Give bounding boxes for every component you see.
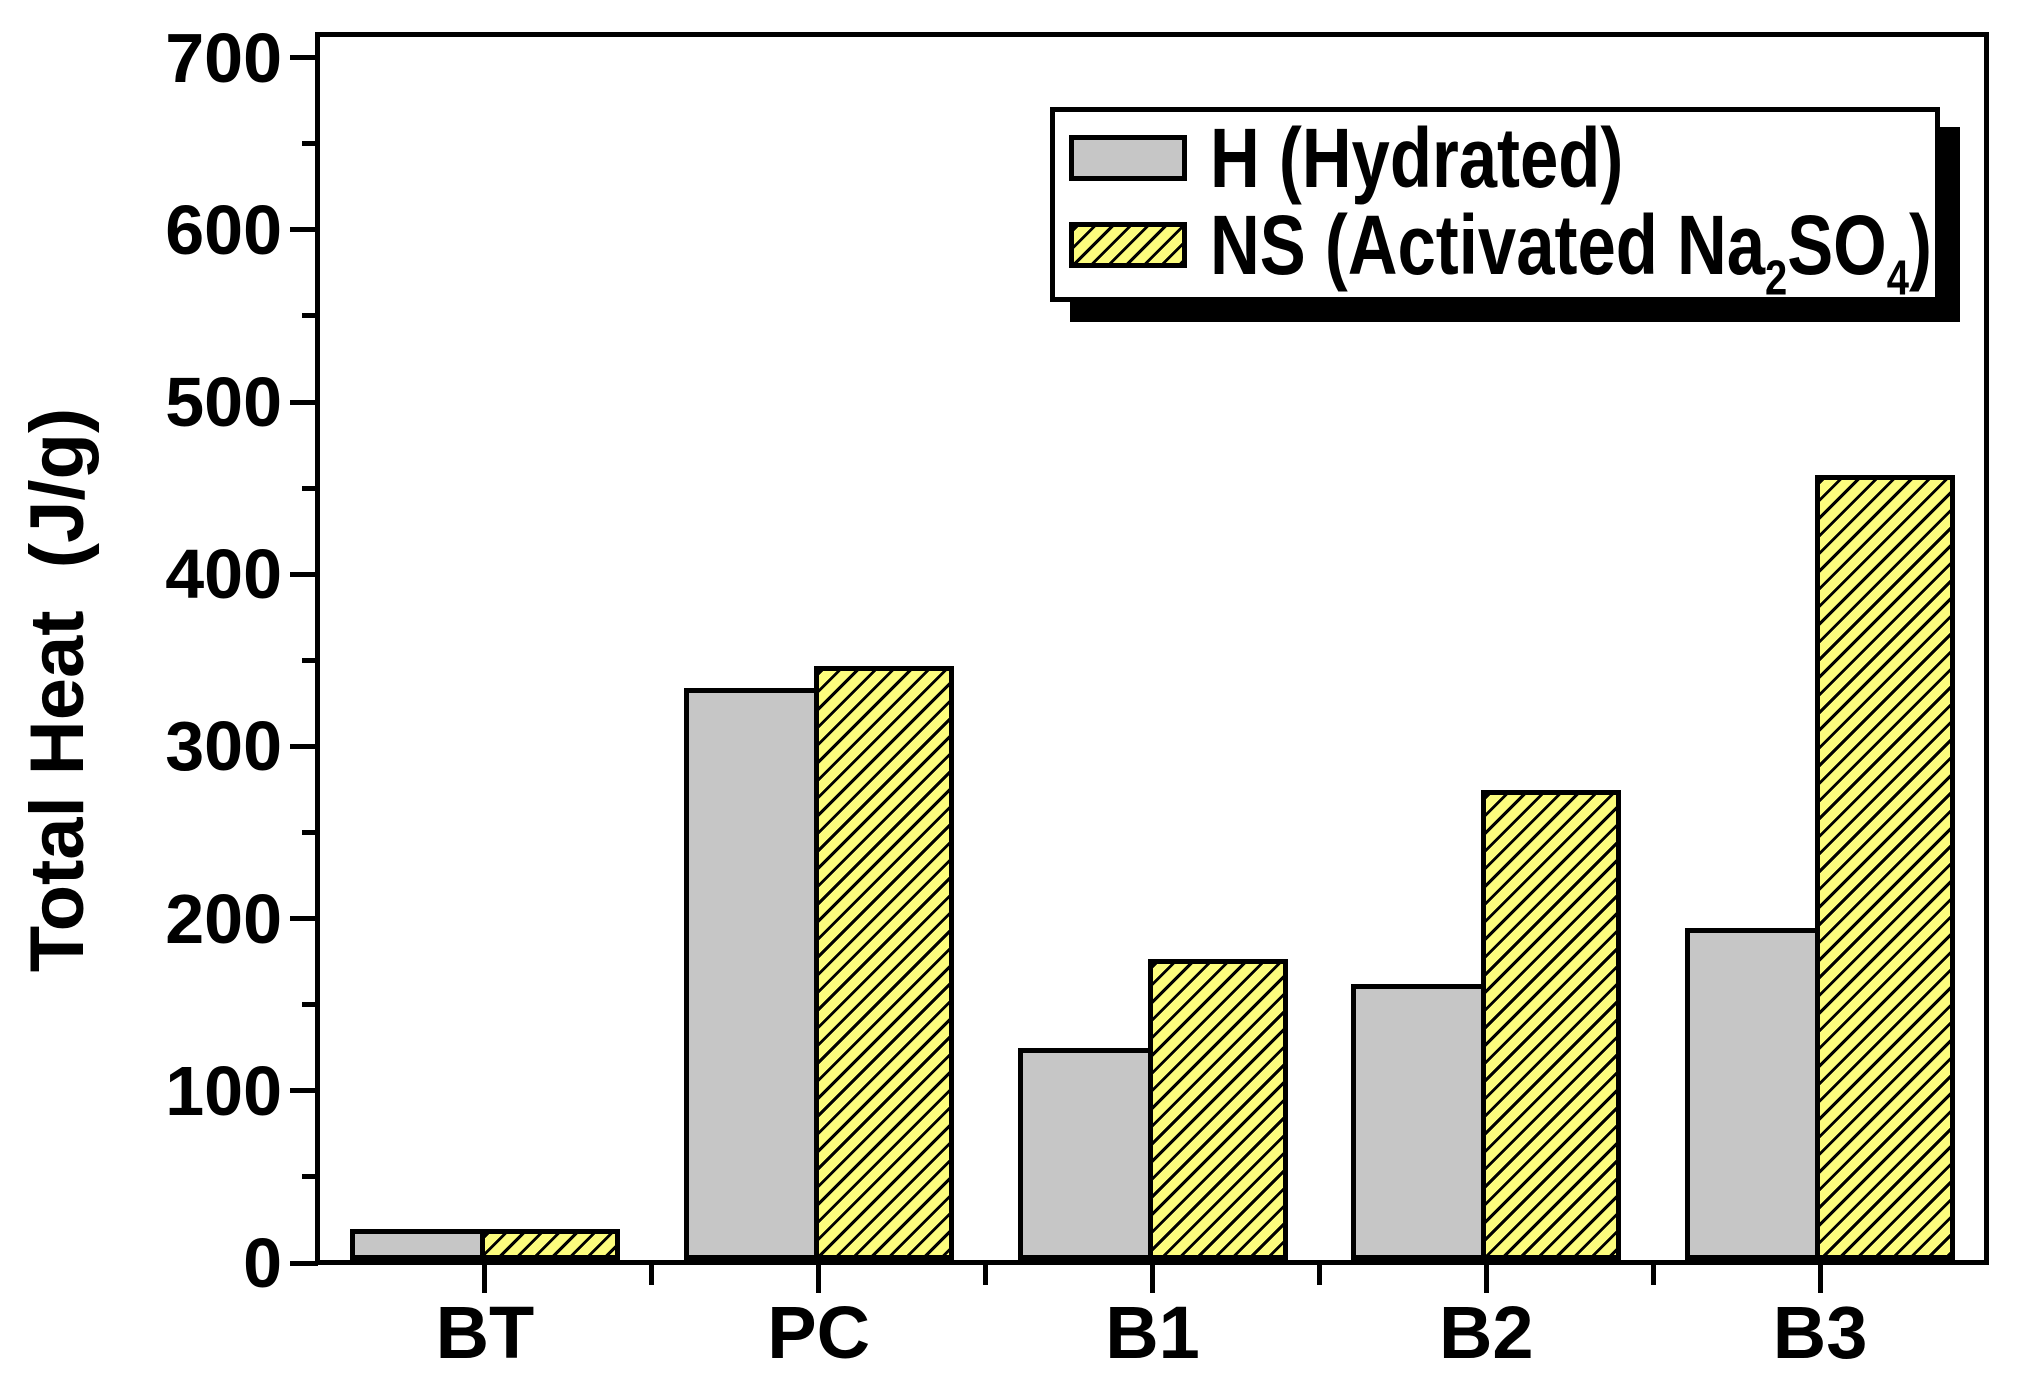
bar-B2-NS [1481, 790, 1622, 1260]
legend-label-h: H (Hydrated) [1210, 111, 1624, 205]
x-tick-label-B2: B2 [1438, 1291, 1534, 1374]
x-tick-label-B3: B3 [1772, 1291, 1868, 1374]
bar-B1-NS [1147, 959, 1288, 1260]
bar-B3-H [1685, 928, 1821, 1260]
x-minor-tick [1316, 1265, 1322, 1285]
legend: H (Hydrated) NS (Activated Na2SO4) [1050, 107, 1940, 303]
x-tick-label-BT: BT [435, 1291, 535, 1374]
bar-B1-H [1017, 1048, 1153, 1260]
y-major-tick [290, 571, 318, 577]
y-major-tick [290, 55, 318, 61]
y-tick-label: 100 [165, 1051, 282, 1130]
y-minor-tick [302, 1002, 318, 1008]
legend-label-ns: NS (Activated Na2SO4) [1210, 203, 1932, 303]
x-tick-label-PC: PC [767, 1291, 871, 1374]
y-major-tick [290, 1088, 318, 1094]
x-tick-label-B1: B1 [1105, 1291, 1200, 1374]
y-major-tick [290, 1260, 318, 1266]
legend-swatch-ns [1069, 222, 1187, 268]
bar-B3-NS [1815, 475, 1956, 1260]
x-major-tick [1150, 1265, 1155, 1293]
bar-BT-NS [479, 1229, 620, 1260]
legend-label-ns-subscript: 2 [1765, 251, 1788, 306]
y-minor-tick [302, 141, 318, 147]
y-major-tick [290, 916, 318, 922]
x-minor-tick [983, 1265, 989, 1285]
legend-label-ns-text: ) [1908, 198, 1932, 292]
y-axis-title: Total Heat (J/g) [15, 407, 100, 973]
x-major-tick [816, 1265, 822, 1293]
y-minor-tick [302, 485, 318, 491]
y-major-tick [290, 399, 318, 405]
y-tick-label: 500 [165, 363, 282, 441]
y-tick-label: 300 [165, 707, 282, 786]
legend-label-ns-text: NS (Activated Na [1210, 198, 1766, 292]
y-major-tick [290, 743, 318, 749]
y-major-tick [290, 227, 318, 233]
y-minor-tick [302, 830, 318, 835]
bar-B2-H [1351, 984, 1487, 1260]
bar-BT-H [349, 1229, 485, 1260]
legend-swatch-h [1069, 135, 1187, 181]
x-major-tick [1483, 1265, 1489, 1293]
y-minor-tick [302, 1174, 318, 1180]
y-tick-label: 700 [165, 18, 282, 97]
legend-label-ns-text: SO [1787, 198, 1887, 292]
y-minor-tick [302, 313, 318, 319]
legend-label-ns-subscript: 4 [1886, 251, 1909, 306]
y-tick-label: 200 [165, 879, 282, 958]
plot-inner [320, 37, 1984, 1260]
x-minor-tick [649, 1265, 655, 1285]
y-tick-label: 400 [165, 535, 282, 614]
y-minor-tick [302, 657, 318, 663]
x-major-tick [1817, 1265, 1823, 1293]
bar-PC-NS [813, 666, 954, 1260]
x-minor-tick [1650, 1265, 1656, 1285]
y-tick-label: 600 [165, 190, 282, 269]
x-major-tick [482, 1265, 488, 1293]
y-tick-label: 0 [243, 1224, 282, 1302]
bar-PC-H [683, 688, 819, 1260]
